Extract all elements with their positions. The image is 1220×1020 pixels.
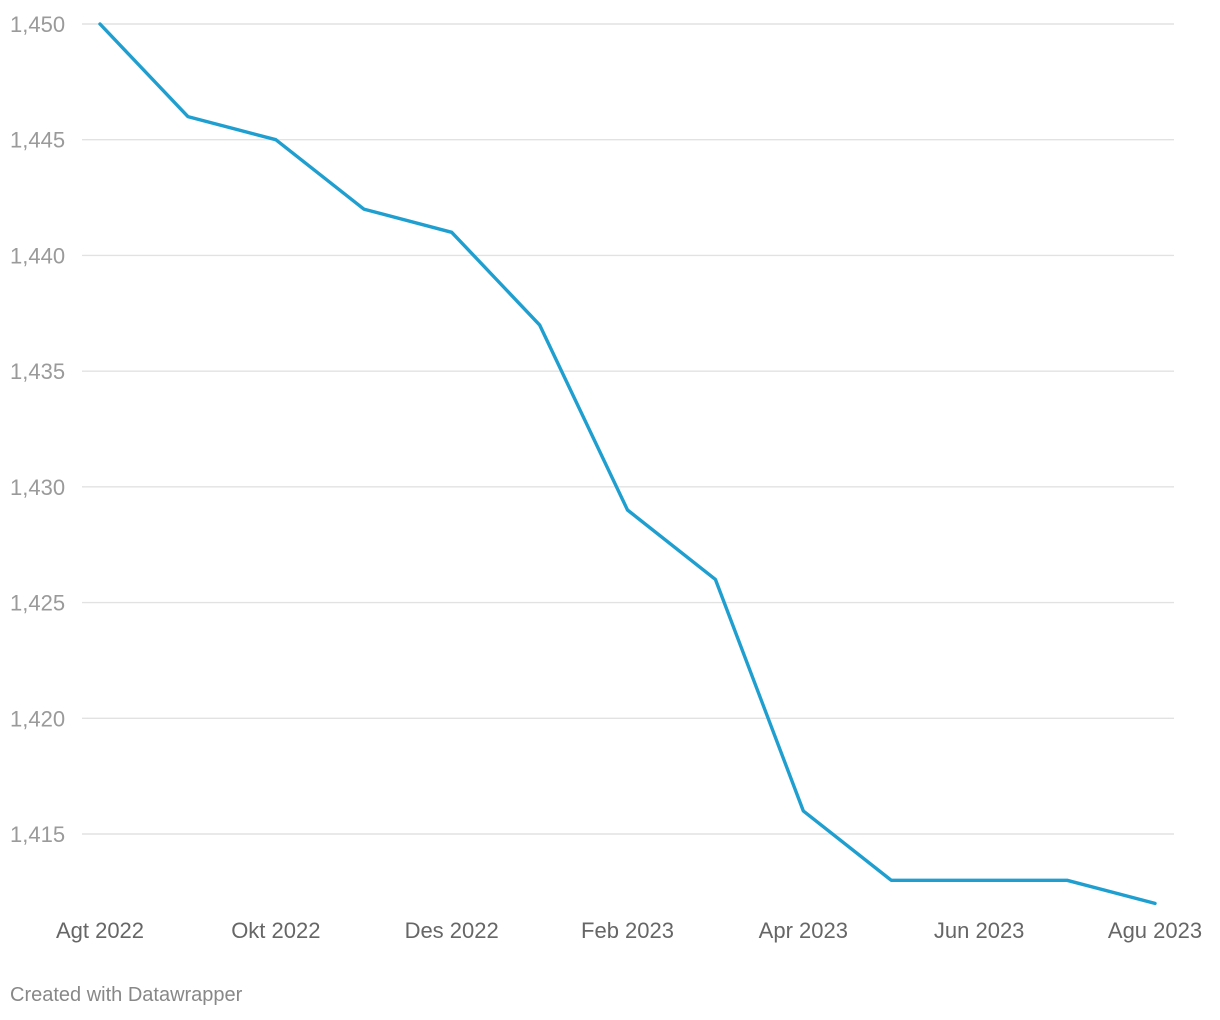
data-point xyxy=(1153,901,1157,905)
x-axis-tick-labels: Agt 2022 Okt 2022 Des 2022 Feb 2023 Apr 2023… xyxy=(56,918,1202,943)
data-point xyxy=(362,207,366,211)
y-tick-label: 1,435 xyxy=(10,359,65,384)
series-line xyxy=(98,22,1157,906)
y-tick-label: 1,430 xyxy=(10,475,65,500)
data-point xyxy=(186,115,190,119)
chart-canvas: 1,450 1,445 1,440 1,435 1,430 1,425 1,420 1,415… xyxy=(10,12,1202,943)
data-point xyxy=(450,230,454,234)
data-point xyxy=(98,22,102,26)
x-tick-label: Okt 2022 xyxy=(231,918,320,943)
data-point xyxy=(626,508,630,512)
x-tick-label: Jun 2023 xyxy=(934,918,1025,943)
y-tick-label: 1,420 xyxy=(10,706,65,731)
series-lines xyxy=(98,22,1157,906)
data-point xyxy=(889,878,893,882)
credit-text: Created with Datawrapper xyxy=(10,984,243,1006)
data-point xyxy=(713,577,717,581)
x-tick-label: Apr 2023 xyxy=(759,918,848,943)
gridlines xyxy=(82,23,1174,835)
data-point xyxy=(538,323,542,327)
data-point xyxy=(801,809,805,813)
y-tick-label: 1,450 xyxy=(10,12,65,37)
data-point xyxy=(274,138,278,142)
y-axis-tick-labels: 1,450 1,445 1,440 1,435 1,430 1,425 1,420 1,415 xyxy=(10,12,65,847)
x-tick-label: Agu 2023 xyxy=(1108,918,1202,943)
x-tick-label: Feb 2023 xyxy=(581,918,674,943)
x-tick-label: Agt 2022 xyxy=(56,918,144,943)
y-tick-label: 1,415 xyxy=(10,822,65,847)
y-tick-label: 1,440 xyxy=(10,243,65,268)
data-point xyxy=(977,878,981,882)
x-tick-label: Des 2022 xyxy=(405,918,499,943)
data-point xyxy=(1065,878,1069,882)
y-tick-label: 1,425 xyxy=(10,591,65,616)
y-tick-label: 1,445 xyxy=(10,128,65,153)
